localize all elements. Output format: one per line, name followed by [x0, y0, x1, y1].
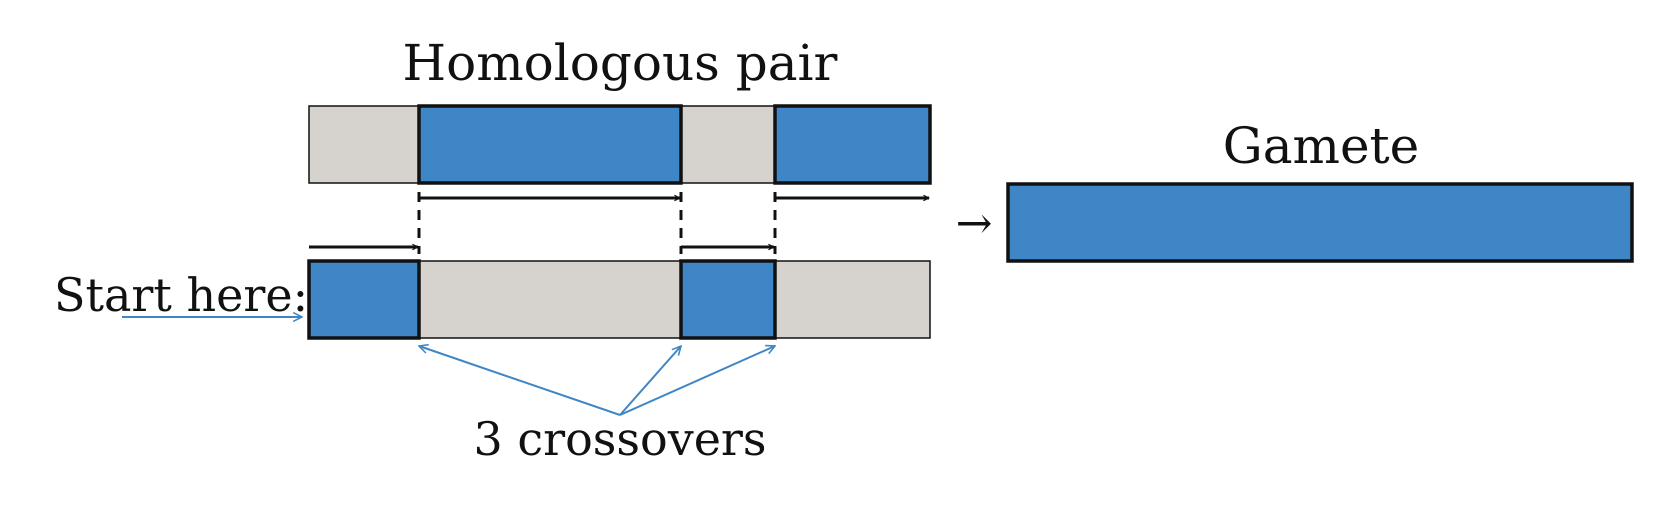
result-arrow: → — [956, 198, 993, 249]
path-arrows — [309, 198, 929, 247]
bottom-segment-1 — [307, 259, 421, 340]
crossover-pointer-1 — [419, 346, 621, 416]
crossover-pointer-2 — [619, 346, 681, 416]
top-segment-2 — [417, 104, 683, 185]
bottom-segment-4 — [774, 260, 931, 339]
top-segment-1 — [308, 105, 420, 184]
bottom-segment-3 — [679, 259, 777, 340]
top-chromosome — [308, 104, 932, 185]
bottom-segment-2 — [418, 260, 682, 339]
bottom-chromosome — [307, 259, 931, 340]
crossover-pointer-3 — [619, 346, 775, 416]
start-here-label: Start here: — [54, 268, 308, 322]
top-segment-3 — [680, 105, 776, 184]
crossover-count-label: 3 crossovers — [473, 412, 766, 466]
crossover-guides — [417, 192, 777, 254]
homologous-pair-title: Homologous pair — [403, 34, 838, 92]
gamete-title: Gamete — [1223, 117, 1419, 175]
gamete-chromosome — [1006, 182, 1634, 263]
top-segment-4 — [773, 104, 932, 185]
crossover-pointers — [419, 346, 775, 416]
